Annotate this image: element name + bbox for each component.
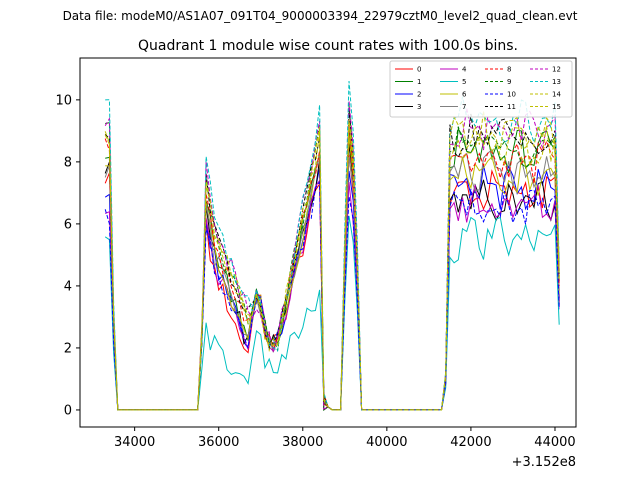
chart-title: Quadrant 1 module wise count rates with … (138, 38, 518, 54)
legend-box (389, 60, 573, 118)
legend-label-1: 1 (417, 78, 421, 86)
x-tick-label: 44000 (534, 435, 575, 450)
legend-label-2: 2 (417, 91, 421, 99)
y-axis: 0 2 4 6 8 10 (55, 93, 80, 418)
y-tick-label: 10 (55, 93, 72, 108)
legend-label-6: 6 (462, 91, 467, 99)
legend-label-0: 0 (417, 66, 421, 74)
x-offset-label: +3.152e8 (512, 455, 576, 470)
y-tick-label: 2 (64, 341, 72, 356)
series-line-4 (105, 178, 560, 411)
x-tick-label: 42000 (450, 435, 491, 450)
x-axis: 34000 36000 38000 40000 42000 44000 (114, 427, 576, 450)
series-line-15 (104, 111, 560, 411)
legend-label-3: 3 (417, 103, 421, 111)
legend-label-4: 4 (462, 66, 467, 74)
y-tick-label: 8 (64, 155, 72, 170)
legend-label-13: 13 (552, 78, 561, 86)
series-line-0 (104, 154, 560, 411)
series-line-10 (104, 180, 560, 411)
series-line-7 (104, 149, 560, 411)
x-tick-label: 36000 (198, 435, 239, 450)
legend-label-7: 7 (462, 103, 466, 111)
series-line-1 (105, 127, 560, 411)
legend-label-15: 15 (552, 103, 561, 111)
legend-label-12: 12 (552, 66, 561, 74)
series-line-13 (105, 80, 560, 411)
series-line-12 (104, 100, 560, 411)
legend-label-8: 8 (507, 66, 511, 74)
series-line-8 (104, 124, 560, 411)
series-line-14 (104, 119, 560, 411)
plot-lines (104, 80, 560, 411)
x-tick-label: 38000 (282, 435, 323, 450)
x-tick-label: 40000 (366, 435, 407, 450)
y-tick-label: 6 (64, 217, 72, 232)
legend-label-10: 10 (507, 91, 516, 99)
plot-frame (79, 57, 577, 428)
legend-label-9: 9 (507, 78, 511, 86)
series-line-2 (104, 165, 560, 411)
y-tick-label: 4 (64, 279, 72, 294)
series-line-5 (104, 215, 560, 411)
legend-label-5: 5 (462, 78, 466, 86)
y-tick-label: 0 (64, 403, 72, 418)
legend-label-14: 14 (552, 91, 561, 99)
x-tick-label: 34000 (114, 435, 155, 450)
figure-suptitle: Data file: modeM0/AS1A07_091T04_90000033… (63, 9, 578, 23)
legend-label-11: 11 (507, 103, 516, 111)
